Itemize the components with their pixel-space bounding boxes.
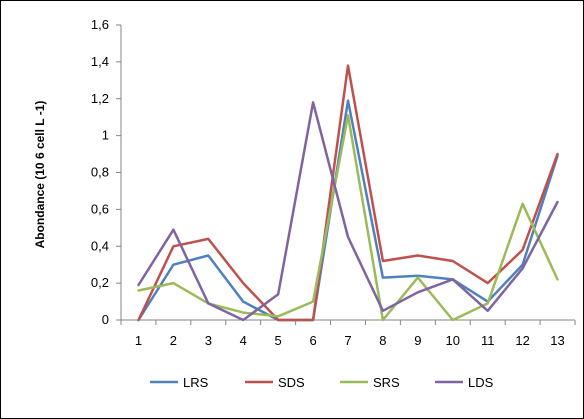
- x-tick-label: 1: [135, 333, 142, 348]
- x-tick-label: 12: [515, 333, 529, 348]
- y-tick-label: 0: [102, 312, 109, 327]
- x-ticks: 1 2 3 4 5 6 7 8 9 10 11 12 13: [120, 320, 576, 348]
- x-tick-label: 2: [170, 333, 177, 348]
- legend-label-lrs: LRS: [183, 375, 209, 390]
- x-tick-label: 3: [205, 333, 212, 348]
- x-tick-label: 11: [481, 333, 495, 348]
- y-axis-title-group: Abondance (10 6 cell L -1): [33, 101, 47, 249]
- x-tick-label: 8: [379, 333, 386, 348]
- series-line-sds: [137, 64, 559, 322]
- y-tick-label: 1: [102, 128, 109, 143]
- y-tick-label: 0,2: [91, 275, 109, 290]
- y-tick-label: 0,6: [91, 201, 109, 216]
- x-tick-label: 5: [275, 333, 282, 348]
- legend: LRS SDS SRS LDS: [150, 375, 494, 390]
- y-tick-label: 0,4: [91, 238, 109, 253]
- y-tick-label: 1,6: [91, 17, 109, 32]
- y-ticks: 0 0,2 0,4 0,6 0,8 1 1,2 1,4 1,6: [91, 17, 121, 327]
- x-tick-label: 6: [309, 333, 316, 348]
- series-line-lds: [137, 101, 559, 322]
- x-tick-label: 4: [240, 333, 247, 348]
- series-lines: [137, 64, 559, 322]
- y-axis-title: Abondance (10 6 cell L -1): [33, 101, 47, 249]
- y-tick-label: 1,4: [91, 54, 109, 69]
- y-tick-label: 1,2: [91, 91, 109, 106]
- legend-label-sds: SDS: [278, 375, 305, 390]
- x-tick-label: 7: [344, 333, 351, 348]
- x-tick-label: 9: [414, 333, 421, 348]
- y-tick-label: 0,8: [91, 165, 109, 180]
- x-tick-label: 13: [550, 333, 564, 348]
- x-tick-label: 10: [446, 333, 460, 348]
- legend-label-srs: SRS: [373, 375, 400, 390]
- legend-label-lds: LDS: [468, 375, 494, 390]
